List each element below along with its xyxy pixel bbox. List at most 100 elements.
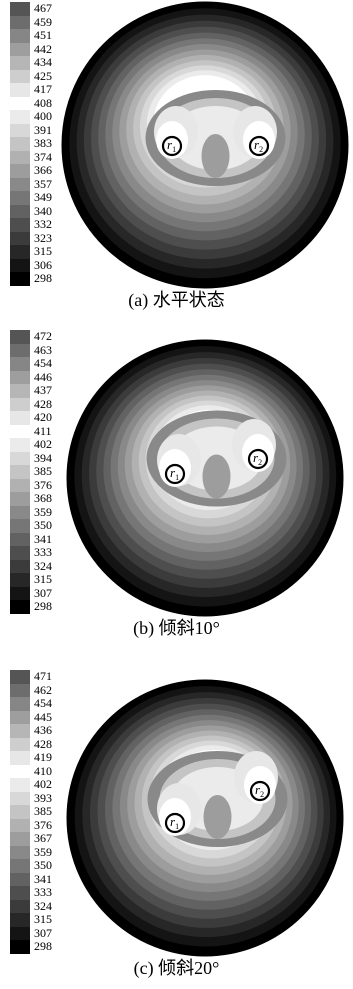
legend-swatch [10,2,30,16]
legend-swatch [10,492,30,506]
well-core [247,448,269,470]
legend-swatch [10,451,30,466]
legend-label: 454 [34,696,52,710]
legend-label: 463 [34,342,52,357]
legend-swatch [10,150,30,165]
legend-swatch [10,191,30,205]
legend-swatch [10,123,30,138]
legend-label: 436 [34,723,52,737]
legend-swatch [10,330,30,344]
panel-a: 467 459 451 442 434 425 417 408 400 391 383 374 366 3… [0,0,353,320]
legend-label: 410 [34,763,52,778]
legend-label: 374 [34,149,52,164]
legend-label: 366 [34,163,52,177]
well-label: r1 [170,814,179,831]
legend-swatch [10,42,30,57]
legend-label: 394 [34,450,52,465]
legend-swatch [10,764,30,779]
legend-label: 367 [34,831,52,845]
legend-swatch [10,751,30,765]
legend-label: 446 [34,369,52,384]
panel-c: 471 462 454 445 436 428 419 410 402 393 385 376 367 3… [0,668,353,988]
legend-label: 383 [34,136,52,150]
caption-b: (b) 倾斜10° [133,618,220,638]
legend-label: 315 [34,572,52,586]
legend-swatch [10,805,30,819]
legend-label: 324 [34,558,52,573]
legend-swatch [10,724,30,738]
legend-swatch [10,872,30,887]
legend-label: 472 [34,329,52,343]
legend-label: 462 [34,682,52,697]
legend-swatch [10,370,30,385]
legend-swatch [10,913,30,927]
legend-label: 417 [34,82,52,96]
legend-label: 324 [34,898,52,913]
legend-label: 419 [34,750,52,764]
legend-swatch [10,818,30,833]
contour-band [201,134,230,178]
legend-label: 400 [34,109,52,123]
legend-swatch [10,218,30,232]
legend-label: 307 [34,585,52,600]
legend-label: 332 [34,217,52,231]
legend-swatch [10,56,30,70]
contour-plot-b: r1 r2 [66,339,344,617]
legend-label: 385 [34,804,52,818]
well-label: r2 [253,450,262,467]
legend-swatch [10,845,30,860]
legend-label: 437 [34,383,52,397]
legend-label: 445 [34,709,52,724]
legend-label: 454 [34,356,52,370]
legend-label: 393 [34,790,52,805]
legend-swatch [10,83,30,97]
legend-label: 376 [34,477,52,492]
legend-label: 341 [34,531,52,546]
legend-label: 341 [34,871,52,886]
legend-swatch [10,670,30,684]
legend-label: 428 [34,396,52,411]
legend-label: 420 [34,410,52,424]
legend-label: 323 [34,230,52,245]
legend-swatch [10,586,30,601]
legend-swatch [10,357,30,371]
contour-plot-a: r1 r2 [61,1,349,289]
well-label: r2 [255,782,264,799]
legend-label: 359 [34,844,52,859]
legend-swatch [10,96,30,111]
well-label: r1 [170,465,179,482]
legend-swatch [10,424,30,439]
legend-swatch [10,778,30,792]
legend-label: 333 [34,545,52,559]
legend-label: 402 [34,437,52,451]
contour-band [202,454,231,499]
legend-swatch [10,69,30,84]
legend-label: 315 [34,912,52,926]
legend-swatch [10,465,30,479]
pipe-boundary [66,679,344,957]
legend-label: 298 [34,599,52,613]
legend-label: 411 [34,423,52,438]
legend-label: 349 [34,190,52,204]
legend-label: 350 [34,518,52,532]
legend-swatch [10,438,30,452]
legend-swatch [10,791,30,806]
legend-swatch [10,899,30,914]
legend-swatch [10,164,30,178]
legend-label: 357 [34,176,52,191]
legend-swatch [10,343,30,358]
legend-swatch [10,859,30,873]
legend-swatch [10,478,30,493]
pipe-boundary [66,339,344,617]
well-core [164,463,186,485]
legend-label: 306 [34,257,52,272]
legend-label: 391 [34,122,52,137]
legend-swatch [10,258,30,273]
legend-label: 307 [34,925,52,940]
legend-swatch [10,411,30,425]
well-label: r1 [167,137,176,154]
legend-swatch [10,737,30,752]
legend-label: 442 [34,41,52,56]
legend-label: 428 [34,736,52,751]
legend-swatch [10,886,30,900]
